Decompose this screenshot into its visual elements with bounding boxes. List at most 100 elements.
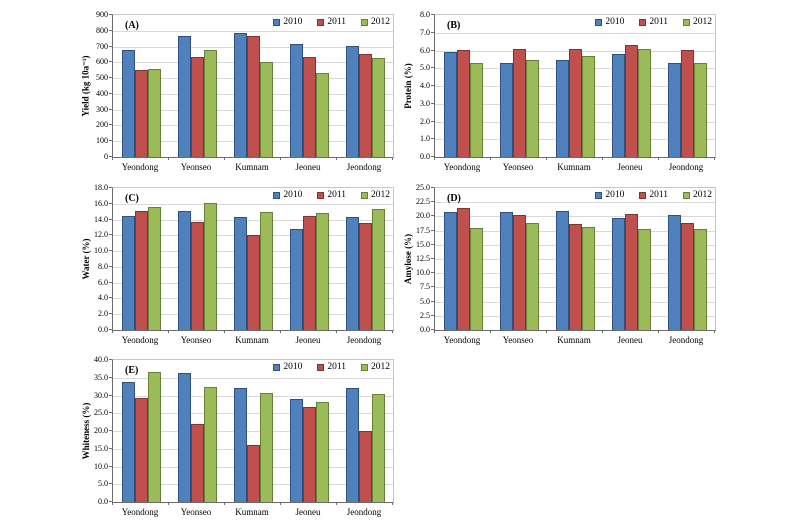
bar-yeonseo-2012 <box>526 223 539 330</box>
y-tick-mark <box>109 93 112 94</box>
bar-yeondong-2011 <box>135 211 148 330</box>
bar-yeonseo-2010 <box>500 212 513 330</box>
bar-jeoneu-2012 <box>638 229 651 330</box>
y-tick-mark <box>109 219 112 220</box>
gridline <box>113 431 393 432</box>
x-tick-mark <box>336 157 337 160</box>
y-tick-mark <box>109 234 112 235</box>
y-tick-label: 800 <box>96 26 108 35</box>
y-tick-label: 6.0 <box>98 278 108 287</box>
y-tick-mark <box>431 315 434 316</box>
bar-jeoneu-2011 <box>625 214 638 330</box>
legend-item-2011: 2011 <box>639 17 668 27</box>
panel-label: (B) <box>447 20 461 31</box>
bar-kumnam-2010 <box>234 217 247 330</box>
x-tick-mark <box>392 502 393 505</box>
y-tick-mark <box>431 258 434 259</box>
bar-jeoneu-2011 <box>303 216 316 330</box>
y-tick-label: 100 <box>96 136 108 145</box>
legend-item-2012: 2012 <box>683 190 712 200</box>
y-tick-label: 25.0 <box>94 408 108 417</box>
y-tick-label: 20.0 <box>416 211 430 220</box>
y-tick-label: 3.0 <box>420 99 430 108</box>
bar-yeonseo-2011 <box>191 57 204 157</box>
y-tick-label: 4.0 <box>98 293 108 302</box>
legend: 2010 2011 2012 <box>273 190 390 200</box>
x-tick-mark <box>336 330 337 333</box>
y-tick-mark <box>431 230 434 231</box>
x-tick-mark <box>490 330 491 333</box>
x-tick-mark <box>168 330 169 333</box>
y-tick-mark <box>109 483 112 484</box>
bar-jeondong-2012 <box>372 58 385 157</box>
y-tick-label: 8.0 <box>420 10 430 19</box>
chart-protein: Protein (%) (B) 2010 2011 2012 0.0 1.0 2.0 3.… <box>398 8 720 180</box>
legend-label: 2011 <box>327 190 346 200</box>
x-category-label: Jeoneu <box>295 335 321 345</box>
panel-label: (E) <box>125 365 139 376</box>
gridline <box>435 33 715 34</box>
y-tick-label: 22.5 <box>416 197 430 206</box>
legend-label: 2012 <box>693 17 712 27</box>
y-tick-mark <box>109 124 112 125</box>
bar-kumnam-2012 <box>260 393 273 502</box>
gridline <box>113 378 393 379</box>
bar-yeonseo-2011 <box>191 222 204 330</box>
bar-jeoneu-2012 <box>316 213 329 330</box>
bar-jeoneu-2010 <box>290 399 303 502</box>
legend-label: 2012 <box>693 190 712 200</box>
x-category-label: Jeoneu <box>617 162 643 172</box>
y-tick-label: 400 <box>96 89 108 98</box>
x-category-label: Jeoneu <box>295 507 321 517</box>
y-tick-mark <box>431 121 434 122</box>
bar-yeondong-2010 <box>122 382 135 502</box>
x-category-label: Yeonseo <box>502 335 534 345</box>
y-tick-mark <box>109 14 112 15</box>
x-tick-mark <box>602 157 603 160</box>
x-category-label: Yeondong <box>121 335 159 345</box>
legend-item-2011: 2011 <box>317 17 346 27</box>
x-tick-mark <box>392 330 393 333</box>
bar-jeoneu-2010 <box>612 54 625 157</box>
bar-jeondong-2012 <box>372 209 385 330</box>
gridline <box>113 396 393 397</box>
legend-swatch-icon <box>683 191 690 199</box>
x-tick-mark <box>490 157 491 160</box>
x-tick-mark <box>602 330 603 333</box>
x-category-label: Kumnam <box>235 162 269 172</box>
legend-swatch-icon <box>639 18 647 26</box>
y-tick-mark <box>109 250 112 251</box>
x-tick-mark <box>280 330 281 333</box>
bar-jeondong-2010 <box>668 215 681 330</box>
legend-label: 2010 <box>283 362 303 372</box>
y-tick-mark <box>109 313 112 314</box>
x-tick-mark <box>714 157 715 160</box>
bar-yeondong-2012 <box>148 372 161 502</box>
y-tick-mark <box>109 466 112 467</box>
bar-yeondong-2011 <box>135 398 148 502</box>
plot-area: (E) 2010 2011 2012 <box>112 359 394 503</box>
bar-yeondong-2010 <box>122 216 135 330</box>
legend-swatch-icon <box>639 191 647 199</box>
x-category-label: Yeondong <box>121 507 159 517</box>
x-category-label: Jeondong <box>346 335 382 345</box>
y-axis-title: Water (%) <box>81 238 91 280</box>
bar-kumnam-2012 <box>260 212 273 330</box>
x-category-label: Kumnam <box>557 335 591 345</box>
x-category-label: Kumnam <box>557 162 591 172</box>
y-tick-label: 7.0 <box>420 28 430 37</box>
y-tick-label: 900 <box>96 10 108 19</box>
x-tick-mark <box>280 502 281 505</box>
y-tick-label: 300 <box>96 105 108 114</box>
bar-yeondong-2010 <box>444 52 457 157</box>
x-tick-mark <box>224 157 225 160</box>
bar-jeoneu-2011 <box>303 57 316 157</box>
legend-swatch-icon <box>595 191 603 199</box>
y-tick-mark <box>431 244 434 245</box>
bar-jeondong-2011 <box>681 50 694 157</box>
y-tick-label: 700 <box>96 42 108 51</box>
y-tick-mark <box>109 282 112 283</box>
bar-jeoneu-2010 <box>612 218 625 330</box>
x-category-label: Jeondong <box>668 335 704 345</box>
